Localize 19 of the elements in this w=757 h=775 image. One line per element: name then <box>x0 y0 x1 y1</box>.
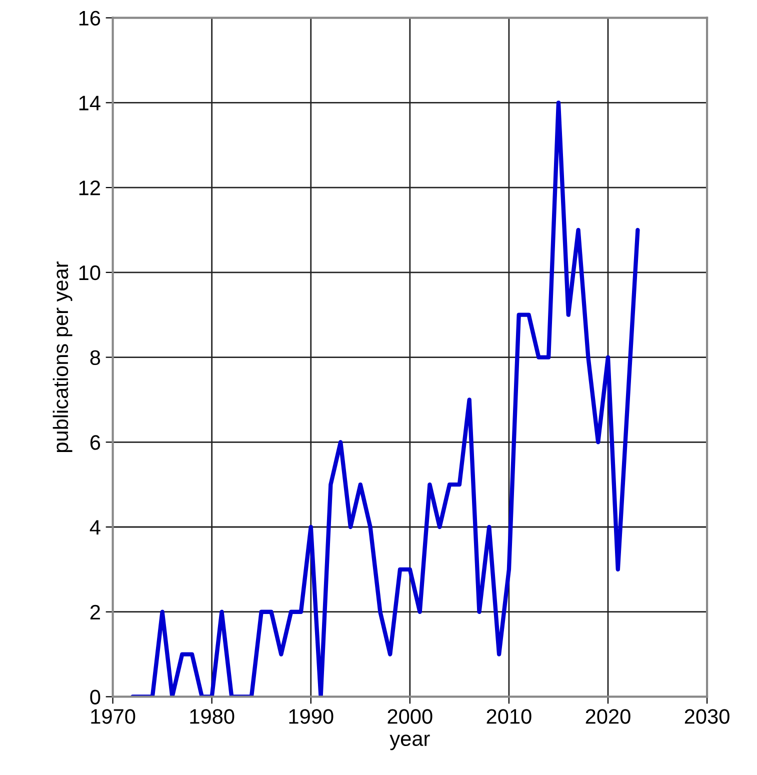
y-tick-label: 8 <box>90 350 100 366</box>
y-tick-label: 6 <box>90 435 100 450</box>
y-tick-label: 16 <box>79 10 100 26</box>
x-axis-title: year <box>390 734 430 750</box>
y-tick-label: 14 <box>79 96 100 110</box>
line-series <box>130 100 640 697</box>
x-tick-label: 2030 <box>684 709 730 724</box>
y-axis-title: publications per year <box>52 261 72 452</box>
y-tick-label: 4 <box>90 520 100 535</box>
y-tick-label: 2 <box>90 604 100 620</box>
x-tick-label: 1970 <box>91 709 136 724</box>
y-tick-label: 10 <box>79 265 100 280</box>
x-tick-label: 1990 <box>289 709 334 724</box>
x-tick-label: 1980 <box>190 709 234 724</box>
y-tick-label: 0 <box>90 690 100 704</box>
x-tick-label: 2010 <box>486 709 532 724</box>
x-tick-label: 2020 <box>586 709 630 724</box>
y-tick-label: 12 <box>79 180 100 196</box>
x-tick-label: 2000 <box>388 709 432 724</box>
